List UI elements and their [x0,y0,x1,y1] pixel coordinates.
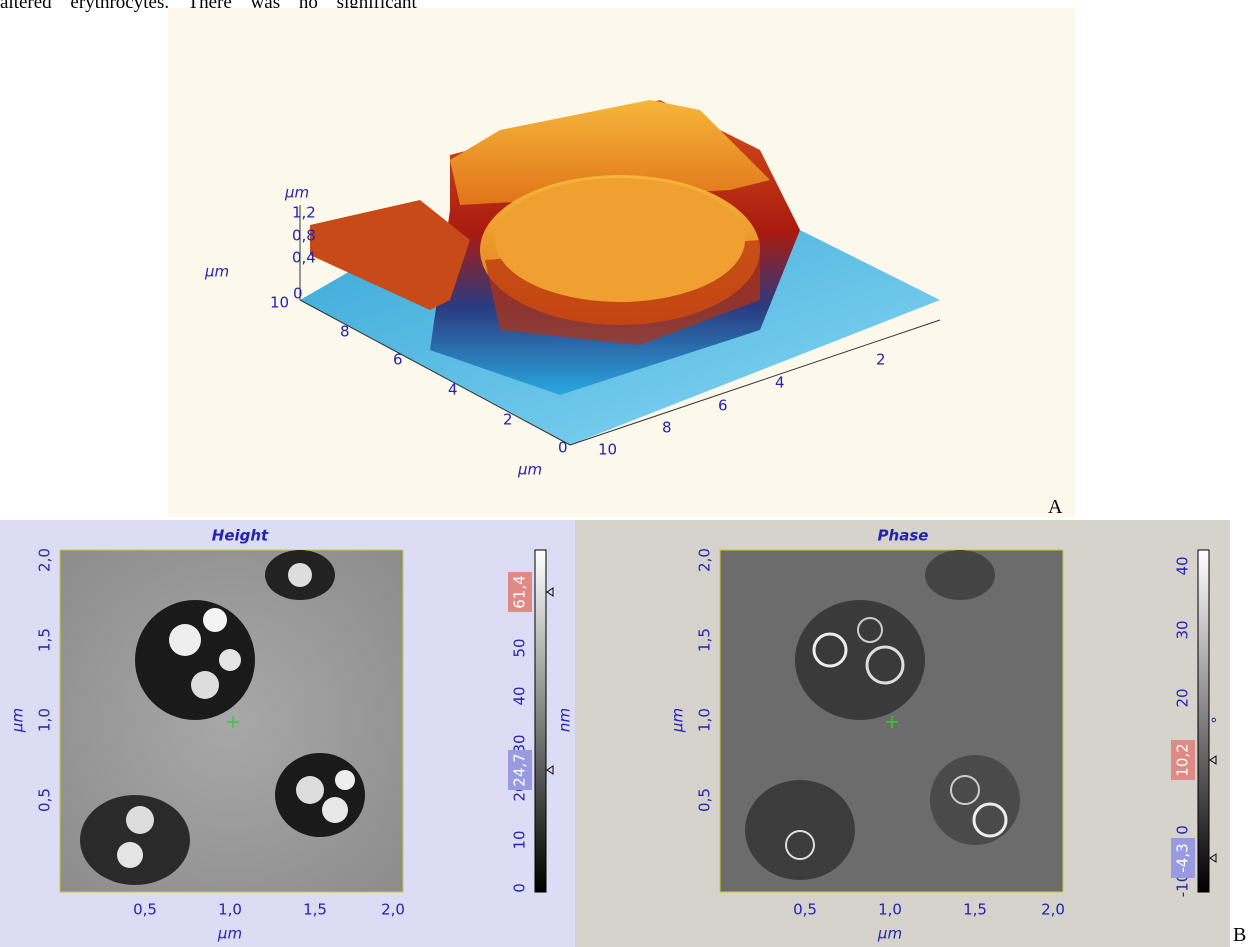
scale-tick-label: 40 [511,686,529,705]
scale-unit: ° [1209,716,1227,724]
y-tick-label: 2,0 [36,548,54,572]
page: altered erythrocytes. There was no signi… [0,0,1249,947]
y-tick-label: 2 [503,411,513,429]
x-tick-label: 10 [598,441,617,459]
y-tick-label: 0,5 [696,788,714,812]
scale-tick-label: 20 [1174,688,1192,707]
scale-tick-label: 50 [511,638,529,657]
y-axis-unit: μm [204,263,229,281]
x-tick-label: 2,0 [381,901,405,919]
scale-tick-label: 0 [1174,825,1192,835]
scale-marker-label: -4,3 [1174,843,1192,872]
y-tick-label: 0,5 [36,788,54,812]
scale-tick-label: 0 [511,883,529,893]
height-colorbar [535,550,546,892]
x-axis-unit: μm [877,925,902,943]
y-tick-label: 1,0 [696,708,714,732]
panel-label: B [1233,924,1246,947]
y-tick-label: 4 [448,381,458,399]
z-tick-label: 0 [293,285,303,303]
panel-label: A [1048,496,1062,519]
y-tick-label: 1,0 [36,708,54,732]
scale-tick-label: 10 [511,830,529,849]
map-title: Phase [878,527,929,545]
x-axis-unit: μm [517,461,542,479]
y-tick-label: 6 [393,351,403,369]
scale-tick-label: 30 [1174,620,1192,639]
x-tick-label: 0,5 [793,901,817,919]
scale-marker-label: 61,4 [511,575,529,608]
figure: μmμm1,20,80,401086420246810μmHeight2,01,… [0,0,1249,947]
y-axis-unit: μm [9,708,27,733]
x-tick-label: 6 [718,397,728,415]
x-tick-label: 2 [876,351,886,369]
y-tick-label: 10 [270,294,289,312]
x-tick-label: 1,5 [303,901,327,919]
z-axis-unit: μm [284,184,309,202]
y-axis-unit: μm [669,708,687,733]
scale-unit: nm [556,708,574,732]
x-tick-label: 2,0 [1041,901,1065,919]
y-tick-label: 1,5 [696,628,714,652]
scale-marker-label: 24,7 [511,753,529,786]
y-tick-label: 2,0 [696,548,714,572]
scale-marker-label: 10,2 [1174,743,1192,776]
x-tick-label: 1,5 [963,901,987,919]
phase-image [720,550,1063,892]
x-tick-label: 4 [775,374,785,392]
z-tick-label: 1,2 [292,204,316,222]
x-tick-label: 1,0 [878,901,902,919]
z-tick-label: 0,8 [292,227,316,245]
y-tick-label: 0 [558,439,568,457]
x-tick-label: 1,0 [218,901,242,919]
x-tick-label: 8 [662,419,672,437]
z-tick-label: 0,4 [292,249,316,267]
y-tick-label: 1,5 [36,628,54,652]
x-axis-unit: μm [217,925,242,943]
x-tick-label: 0,5 [133,901,157,919]
phase-colorbar [1198,550,1209,892]
height-image [60,550,403,892]
scale-tick-label: 40 [1174,556,1192,575]
map-title: Height [212,527,269,545]
y-tick-label: 8 [340,323,350,341]
